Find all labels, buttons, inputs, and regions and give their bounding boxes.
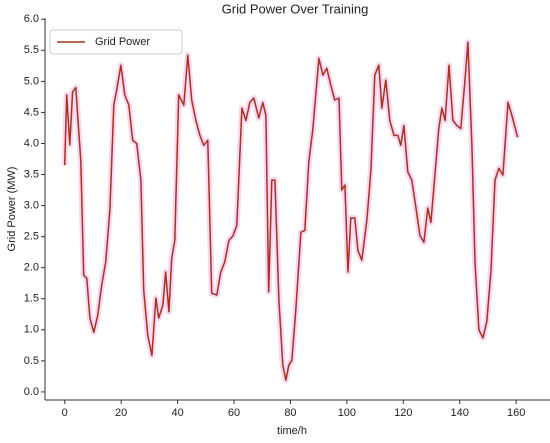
y-tick-label: 2.5 bbox=[24, 231, 39, 243]
y-tick-label: 4.0 bbox=[24, 137, 39, 149]
y-tick-label: 4.5 bbox=[24, 106, 39, 118]
y-axis-label: Grid Power (MW) bbox=[6, 167, 18, 252]
x-tick-label: 0 bbox=[62, 407, 68, 419]
legend-label: Grid Power bbox=[95, 36, 150, 48]
y-tick-label: 1.0 bbox=[24, 324, 39, 336]
chart-title: Grid Power Over Training bbox=[222, 1, 369, 16]
x-tick-label: 60 bbox=[228, 407, 240, 419]
y-tick-label: 5.0 bbox=[24, 75, 39, 87]
x-axis-label: time/h bbox=[277, 425, 307, 437]
x-tick-label: 160 bbox=[507, 407, 525, 419]
y-tick-label: 0.0 bbox=[24, 386, 39, 398]
y-tick-label: 6.0 bbox=[24, 13, 39, 25]
x-tick-label: 80 bbox=[284, 407, 296, 419]
x-tick-label: 40 bbox=[171, 407, 183, 419]
x-tick-label: 100 bbox=[338, 407, 356, 419]
series-line bbox=[63, 41, 519, 381]
legend-box bbox=[49, 29, 183, 55]
y-tick-label: 1.5 bbox=[24, 293, 39, 305]
y-tick-label: 5.5 bbox=[24, 44, 39, 56]
y-tick-label: 3.0 bbox=[24, 199, 39, 211]
y-tick-label: 0.5 bbox=[24, 355, 39, 367]
x-tick-label: 140 bbox=[451, 407, 469, 419]
series-glow bbox=[61, 39, 521, 384]
y-tick-label: 3.5 bbox=[24, 168, 39, 180]
x-tick-label: 20 bbox=[115, 407, 127, 419]
x-tick-label: 120 bbox=[394, 407, 412, 419]
y-tick-label: 2.0 bbox=[24, 262, 39, 274]
